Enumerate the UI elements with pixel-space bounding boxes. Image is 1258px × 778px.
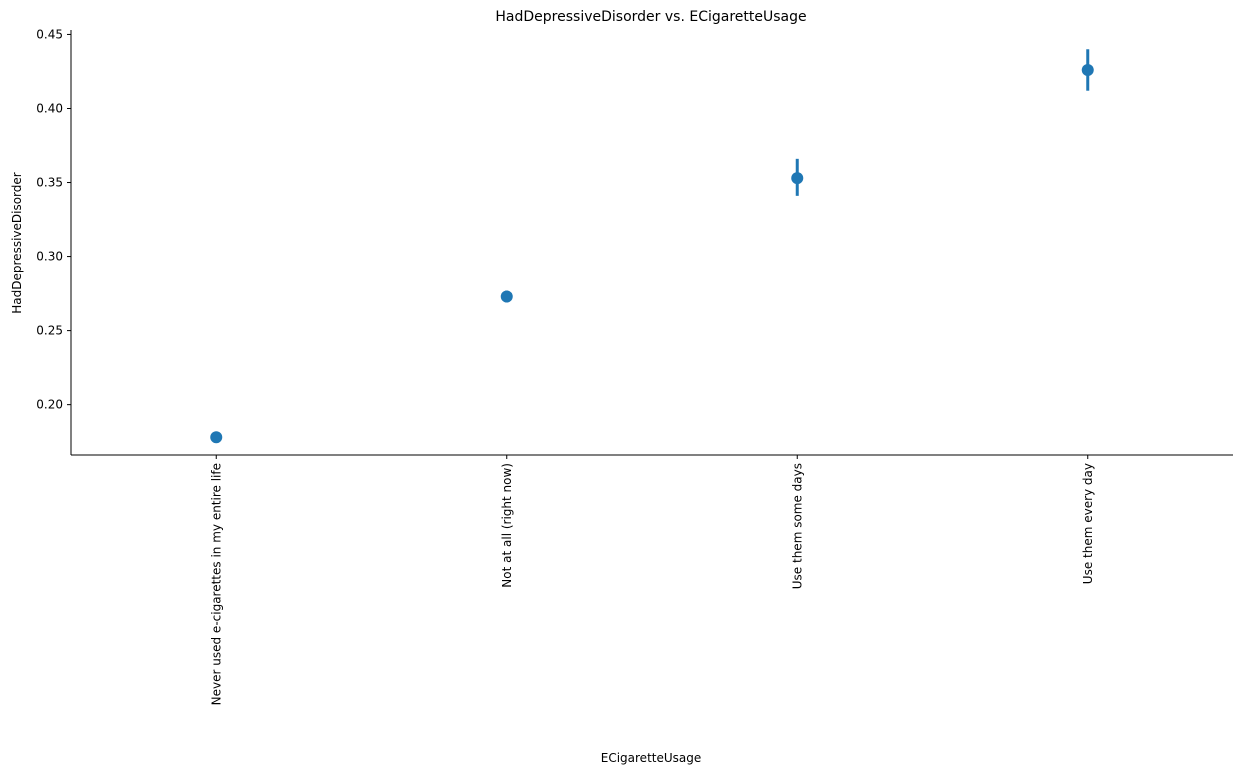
y-axis-label: HadDepressiveDisorder <box>10 172 24 314</box>
x-tick-label: Use them every day <box>1081 463 1095 584</box>
data-point <box>1081 63 1094 76</box>
y-tick-label: 0.35 <box>36 176 63 190</box>
y-axis-ticks: 0.20 0.25 0.30 0.35 0.40 0.45 <box>36 27 71 412</box>
x-axis-ticks: Never used e-cigarettes in my entire lif… <box>209 455 1095 705</box>
x-tick-label: Use them some days <box>790 463 804 589</box>
plot-area <box>210 49 1094 444</box>
x-tick-label: Not at all (right now) <box>500 463 514 588</box>
chart-title: HadDepressiveDisorder vs. ECigaretteUsag… <box>495 9 806 25</box>
data-point <box>210 431 223 444</box>
y-tick-label: 0.45 <box>36 27 63 41</box>
data-point <box>791 172 804 185</box>
y-tick-label: 0.30 <box>36 250 63 264</box>
y-tick-label: 0.40 <box>36 101 63 115</box>
x-axis-label: ECigaretteUsage <box>601 751 702 765</box>
y-tick-label: 0.20 <box>36 398 63 412</box>
y-tick-label: 0.25 <box>36 324 63 338</box>
x-tick-label: Never used e-cigarettes in my entire lif… <box>209 463 223 705</box>
data-point <box>500 290 513 303</box>
